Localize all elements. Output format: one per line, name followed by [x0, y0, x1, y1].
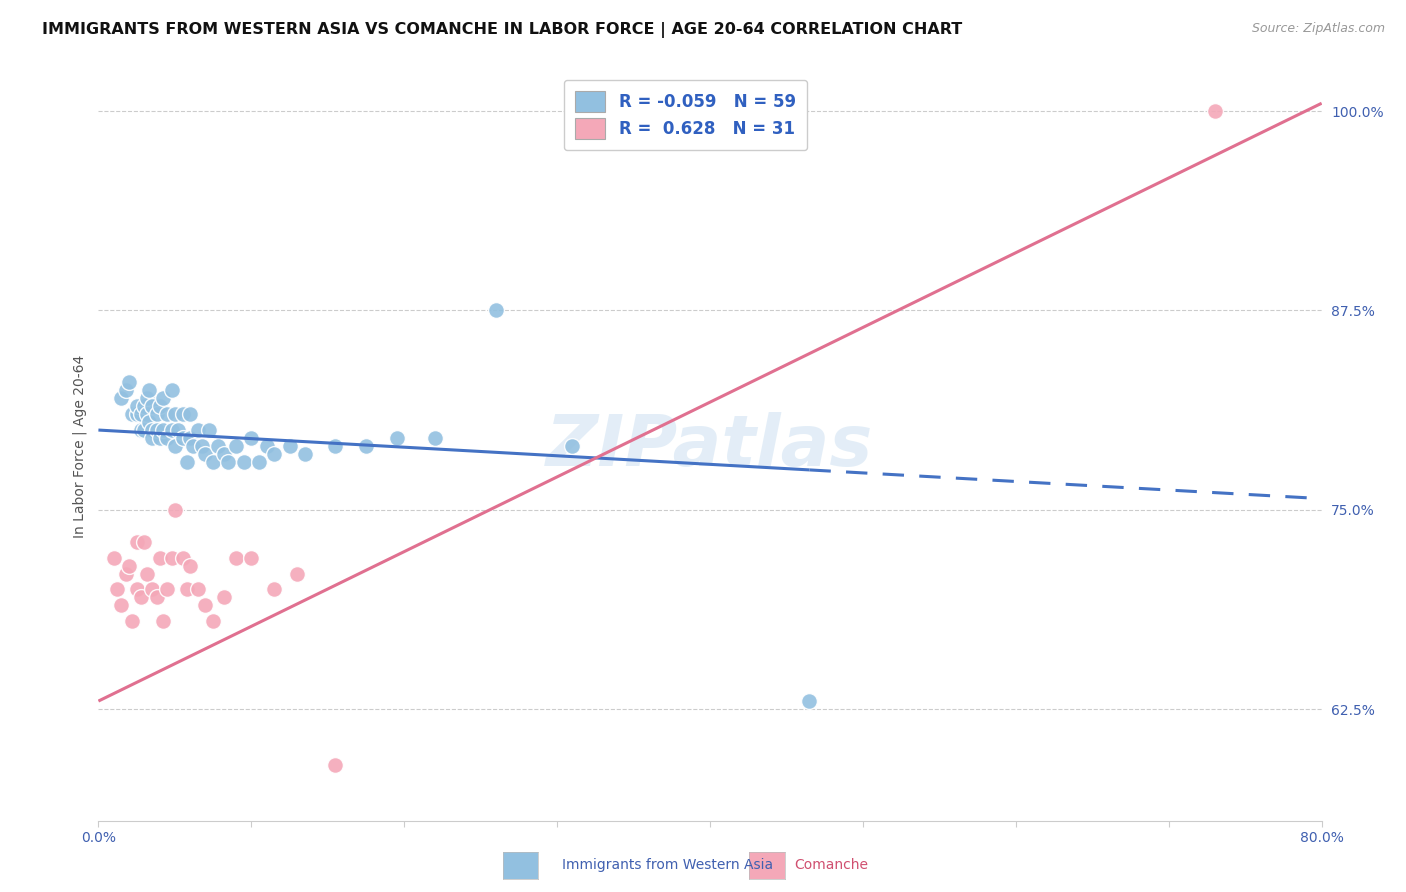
- Point: [115, 383, 138, 397]
- Point: [485, 303, 508, 318]
- Point: [179, 431, 201, 445]
- Point: [121, 615, 143, 629]
- Point: [278, 439, 301, 453]
- Point: [129, 423, 152, 437]
- Point: [129, 407, 152, 421]
- Point: [118, 558, 141, 573]
- Text: Immigrants from Western Asia: Immigrants from Western Asia: [562, 858, 773, 872]
- Point: [136, 566, 159, 581]
- Point: [156, 407, 179, 421]
- Point: [167, 423, 190, 437]
- Point: [232, 455, 254, 469]
- Point: [115, 566, 138, 581]
- Point: [141, 399, 163, 413]
- Point: [187, 423, 209, 437]
- Point: [152, 391, 174, 405]
- Point: [194, 447, 217, 461]
- Point: [202, 455, 225, 469]
- Point: [149, 399, 172, 413]
- Text: Source: ZipAtlas.com: Source: ZipAtlas.com: [1251, 22, 1385, 36]
- Point: [263, 447, 285, 461]
- Point: [385, 431, 408, 445]
- Point: [163, 439, 186, 453]
- Point: [240, 550, 263, 565]
- Point: [294, 447, 316, 461]
- Point: [194, 599, 217, 613]
- Point: [134, 423, 156, 437]
- Y-axis label: In Labor Force | Age 20-64: In Labor Force | Age 20-64: [73, 354, 87, 538]
- Point: [138, 415, 160, 429]
- Point: [181, 439, 204, 453]
- Point: [149, 550, 172, 565]
- Point: [176, 582, 198, 597]
- Point: [110, 599, 132, 613]
- Point: [152, 615, 174, 629]
- Point: [125, 407, 148, 421]
- Point: [125, 582, 148, 597]
- Point: [240, 431, 263, 445]
- Point: [160, 550, 183, 565]
- Point: [163, 407, 186, 421]
- Point: [103, 550, 125, 565]
- Point: [118, 376, 141, 390]
- Point: [325, 439, 347, 453]
- Point: [152, 423, 174, 437]
- Point: [149, 431, 172, 445]
- Point: [156, 431, 179, 445]
- Point: [110, 391, 132, 405]
- Point: [176, 455, 198, 469]
- Point: [263, 582, 285, 597]
- Point: [141, 582, 163, 597]
- Point: [134, 399, 156, 413]
- Point: [145, 407, 167, 421]
- Point: [121, 407, 143, 421]
- Point: [129, 591, 152, 605]
- Text: IMMIGRANTS FROM WESTERN ASIA VS COMANCHE IN LABOR FORCE | AGE 20-64 CORRELATION : IMMIGRANTS FROM WESTERN ASIA VS COMANCHE…: [42, 22, 963, 38]
- Point: [145, 423, 167, 437]
- Point: [134, 534, 156, 549]
- Point: [325, 757, 347, 772]
- Point: [141, 431, 163, 445]
- Point: [561, 439, 583, 453]
- Point: [105, 582, 128, 597]
- Point: [136, 407, 159, 421]
- Point: [256, 439, 278, 453]
- Point: [141, 423, 163, 437]
- Point: [799, 694, 821, 708]
- Point: [225, 439, 247, 453]
- Point: [160, 383, 183, 397]
- Point: [136, 391, 159, 405]
- Point: [138, 383, 160, 397]
- Point: [163, 502, 186, 516]
- Point: [191, 439, 214, 453]
- Point: [207, 439, 229, 453]
- Point: [197, 423, 219, 437]
- Point: [172, 550, 194, 565]
- Point: [145, 591, 167, 605]
- Point: [179, 558, 201, 573]
- Text: ZIPatlas: ZIPatlas: [547, 411, 873, 481]
- Point: [160, 423, 183, 437]
- Point: [172, 431, 194, 445]
- Point: [202, 615, 225, 629]
- Point: [423, 431, 446, 445]
- Text: Comanche: Comanche: [794, 858, 869, 872]
- Point: [247, 455, 270, 469]
- Point: [172, 407, 194, 421]
- Point: [217, 455, 239, 469]
- Point: [212, 591, 235, 605]
- Point: [179, 407, 201, 421]
- Point: [354, 439, 377, 453]
- Point: [187, 582, 209, 597]
- Point: [285, 566, 308, 581]
- Point: [125, 399, 148, 413]
- Legend: R = -0.059   N = 59, R =  0.628   N = 31: R = -0.059 N = 59, R = 0.628 N = 31: [564, 79, 807, 151]
- Point: [1204, 104, 1226, 119]
- Point: [212, 447, 235, 461]
- Point: [225, 550, 247, 565]
- Point: [156, 582, 179, 597]
- Point: [125, 534, 148, 549]
